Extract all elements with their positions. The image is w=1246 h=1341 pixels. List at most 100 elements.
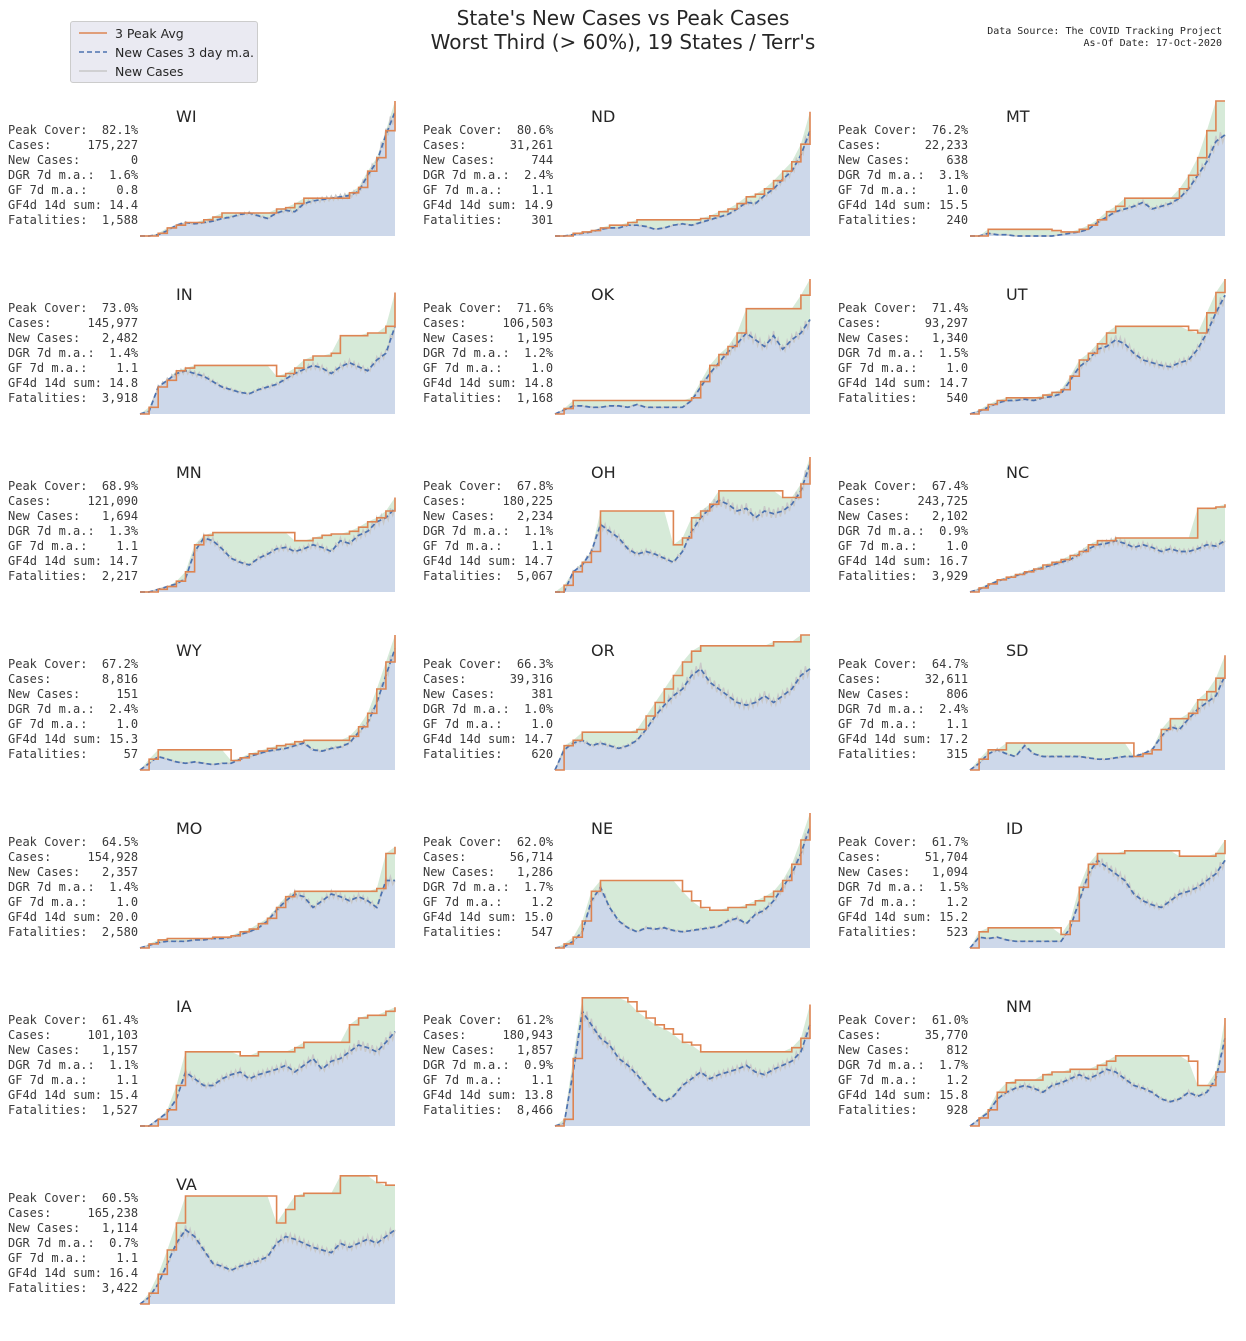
stat-label: DGR 7d m.a.: bbox=[838, 524, 925, 538]
stat-value: 2,357 bbox=[80, 865, 139, 879]
state-panel-ut: Peak Cover: 71.4% Cases: 93,297 New Cases:… bbox=[830, 276, 1245, 451]
new-cases-area bbox=[140, 111, 395, 236]
stat-label: GF 7d m.a.: bbox=[423, 361, 503, 375]
stat-label: Fatalities: bbox=[838, 1103, 918, 1117]
stat-value: 61.0% bbox=[917, 1013, 969, 1027]
stat-row-dgr: DGR 7d m.a.: 1.5% bbox=[838, 346, 968, 361]
stat-label: DGR 7d m.a.: bbox=[838, 702, 925, 716]
stat-label: Peak Cover: bbox=[838, 301, 918, 315]
stat-value: 1.0 bbox=[917, 183, 969, 197]
stat-label: New Cases: bbox=[838, 331, 911, 345]
stat-value: 35,770 bbox=[881, 1028, 969, 1042]
stat-row-peak-cover: Peak Cover: 64.5% bbox=[8, 835, 138, 850]
peak-gap-area bbox=[970, 840, 1225, 948]
stat-value: 1.1 bbox=[917, 717, 969, 731]
stat-value: 1,857 bbox=[495, 1043, 554, 1057]
state-stats: Peak Cover: 61.4% Cases: 101,103 New Cases… bbox=[8, 1013, 138, 1118]
state-plot bbox=[555, 111, 811, 237]
stat-label: Fatalities: bbox=[8, 1281, 88, 1295]
stat-row-dgr: DGR 7d m.a.: 1.4% bbox=[8, 346, 138, 361]
stat-label: New Cases: bbox=[8, 1043, 81, 1057]
stat-label: Cases: bbox=[8, 1028, 52, 1042]
stat-value: 15.4 bbox=[101, 1088, 139, 1102]
peak-gap-area bbox=[140, 1007, 395, 1126]
stat-label: New Cases: bbox=[838, 865, 911, 879]
peak-avg-line bbox=[140, 846, 396, 949]
stat-label: New Cases: bbox=[423, 865, 496, 879]
stat-label: DGR 7d m.a.: bbox=[423, 1058, 510, 1072]
stat-row-new-cases: New Cases: 812 bbox=[838, 1043, 968, 1058]
stat-value: 61.7% bbox=[917, 835, 969, 849]
stat-row-cases: Cases: 31,261 bbox=[423, 138, 553, 153]
state-plot bbox=[970, 100, 1226, 237]
state-plot bbox=[139, 292, 396, 415]
stat-row-dgr: DGR 7d m.a.: 1.0% bbox=[423, 702, 553, 717]
stat-row-gf4d: GF4d 14d sum: 14.7 bbox=[423, 732, 553, 747]
stat-value: 3,929 bbox=[917, 569, 969, 583]
stat-value: 3,422 bbox=[87, 1281, 139, 1295]
stat-value: 1.1 bbox=[502, 1073, 554, 1087]
state-name: NE bbox=[591, 819, 614, 838]
legend-swatch-2 bbox=[79, 70, 107, 72]
stat-value: 1.0 bbox=[87, 717, 139, 731]
peak-avg-line bbox=[140, 292, 396, 415]
stat-value: 1.1 bbox=[87, 539, 139, 553]
stat-value: 2,217 bbox=[87, 569, 139, 583]
stat-value: 154,928 bbox=[51, 850, 139, 864]
moving-average-line bbox=[139, 1228, 396, 1305]
state-panel-va: Peak Cover: 60.5% Cases: 165,238 New Cases… bbox=[0, 1166, 415, 1341]
stat-value: 15.3 bbox=[101, 732, 139, 746]
stat-label: Cases: bbox=[423, 316, 467, 330]
stat-row-dgr: DGR 7d m.a.: 1.7% bbox=[838, 1058, 968, 1073]
stat-value: 301 bbox=[502, 213, 554, 227]
stat-value: 73.0% bbox=[87, 301, 139, 315]
stat-row-dgr: DGR 7d m.a.: 1.2% bbox=[423, 346, 553, 361]
stat-row-new-cases: New Cases: 2,357 bbox=[8, 865, 138, 880]
stat-label: New Cases: bbox=[423, 509, 496, 523]
stat-row-cases: Cases: 101,103 bbox=[8, 1028, 138, 1043]
stat-row-cases: Cases: 175,227 bbox=[8, 138, 138, 153]
peak-gap-area bbox=[970, 101, 1225, 236]
stat-label: Peak Cover: bbox=[838, 657, 918, 671]
stat-label: Fatalities: bbox=[423, 213, 503, 227]
stat-value: 381 bbox=[495, 687, 554, 701]
peak-avg-line bbox=[140, 497, 396, 593]
stat-value: 1.5% bbox=[924, 346, 969, 360]
legend-label: New Cases 3 day m.a. bbox=[115, 45, 254, 60]
stat-value: 16.7 bbox=[931, 554, 969, 568]
stat-row-fatalities: Fatalities: 620 bbox=[423, 747, 553, 762]
stat-value: 1,114 bbox=[80, 1221, 139, 1235]
state-stats: Peak Cover: 64.7% Cases: 32,611 New Cases:… bbox=[838, 657, 968, 762]
stat-label: Peak Cover: bbox=[8, 1013, 88, 1027]
stat-row-fatalities: Fatalities: 57 bbox=[8, 747, 138, 762]
stat-row-cases: Cases: 93,297 bbox=[838, 316, 968, 331]
stat-value: 2.4% bbox=[924, 702, 969, 716]
stat-row-new-cases: New Cases: 2,102 bbox=[838, 509, 968, 524]
stat-label: DGR 7d m.a.: bbox=[8, 880, 95, 894]
new-cases-area bbox=[140, 508, 395, 592]
stat-row-peak-cover: Peak Cover: 80.6% bbox=[423, 123, 553, 138]
stat-value: 165,238 bbox=[51, 1206, 139, 1220]
state-stats: Peak Cover: 71.6% Cases: 106,503 New Cases… bbox=[423, 301, 553, 406]
stat-label: GF 7d m.a.: bbox=[838, 361, 918, 375]
stat-value: 1.5% bbox=[924, 880, 969, 894]
stat-row-gf: GF 7d m.a.: 1.1 bbox=[423, 1073, 553, 1088]
stat-value: 145,977 bbox=[51, 316, 139, 330]
new-cases-line bbox=[139, 1225, 396, 1305]
stat-row-cases: Cases: 106,503 bbox=[423, 316, 553, 331]
stat-row-peak-cover: Peak Cover: 67.8% bbox=[423, 479, 553, 494]
stat-value: 66.3% bbox=[502, 657, 554, 671]
stat-label: Cases: bbox=[423, 138, 467, 152]
stat-value: 315 bbox=[917, 747, 969, 761]
stat-value: 14.4 bbox=[101, 198, 139, 212]
stat-label: GF4d 14d sum: bbox=[838, 376, 932, 390]
stat-value: 1.1 bbox=[87, 1073, 139, 1087]
peak-avg-line bbox=[140, 635, 396, 771]
stat-row-gf4d: GF4d 14d sum: 15.4 bbox=[8, 1088, 138, 1103]
stat-row-peak-cover: Peak Cover: 61.2% bbox=[423, 1013, 553, 1028]
stat-label: GF4d 14d sum: bbox=[838, 198, 932, 212]
stat-label: GF4d 14d sum: bbox=[8, 376, 102, 390]
state-name: IN bbox=[176, 285, 193, 304]
peak-gap-area bbox=[555, 813, 810, 948]
state-stats: Peak Cover: 68.9% Cases: 121,090 New Cases… bbox=[8, 479, 138, 584]
